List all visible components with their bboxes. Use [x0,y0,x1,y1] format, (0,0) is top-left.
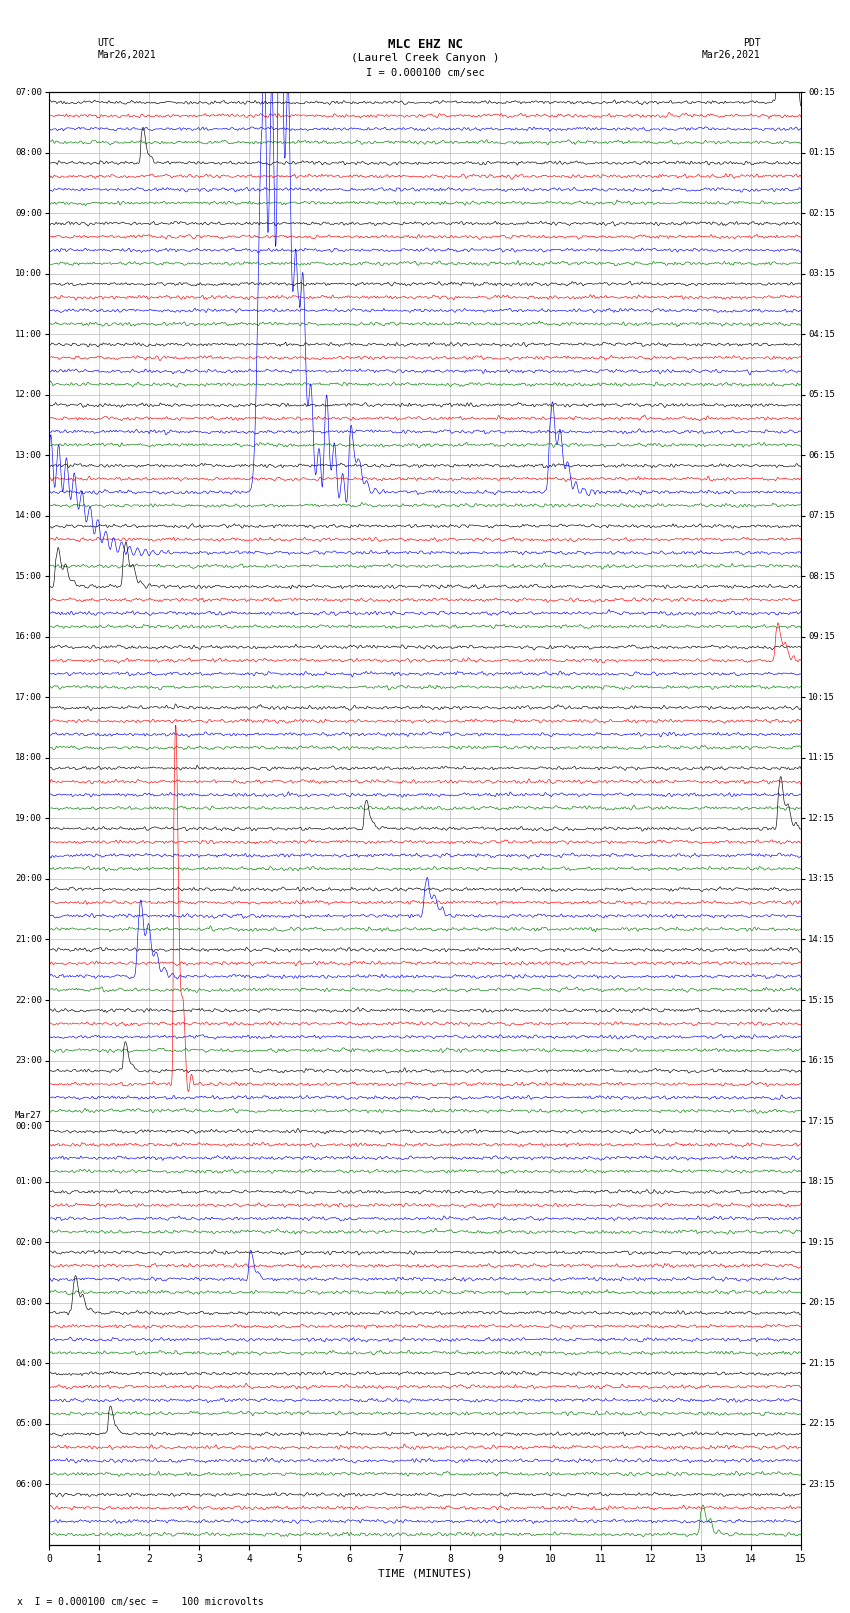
Text: MLC EHZ NC: MLC EHZ NC [388,37,462,52]
Text: x  I = 0.000100 cm/sec =    100 microvolts: x I = 0.000100 cm/sec = 100 microvolts [17,1597,264,1607]
Text: UTC: UTC [98,37,116,48]
Text: Mar26,2021: Mar26,2021 [702,50,761,60]
Text: I = 0.000100 cm/sec: I = 0.000100 cm/sec [366,68,484,77]
Text: PDT: PDT [743,37,761,48]
Text: Mar26,2021: Mar26,2021 [98,50,156,60]
X-axis label: TIME (MINUTES): TIME (MINUTES) [377,1569,473,1579]
Text: (Laurel Creek Canyon ): (Laurel Creek Canyon ) [351,53,499,63]
